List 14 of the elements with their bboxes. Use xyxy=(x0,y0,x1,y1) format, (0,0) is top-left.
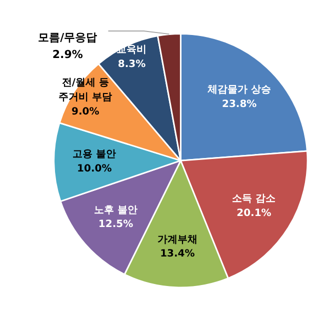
slice-label: 노후 불안 xyxy=(94,204,138,216)
slice-label: 체감물가 상승 xyxy=(206,84,272,96)
slice-label: 고용 불안 xyxy=(72,149,116,160)
slice-label: 모름/무응답 xyxy=(38,30,98,44)
data-label: 2.9% xyxy=(52,48,83,61)
data-label: 8.3% xyxy=(118,58,146,70)
data-label: 10.0% xyxy=(77,163,112,174)
slice-label: 가계부채 xyxy=(157,234,198,246)
data-label: 23.8% xyxy=(222,98,257,110)
data-label: 13.4% xyxy=(160,248,195,260)
data-label: 20.1% xyxy=(236,208,272,219)
slice-label: 소득 감소 xyxy=(232,194,276,205)
data-label: 12.5% xyxy=(98,219,134,230)
data-label: 9.0% xyxy=(72,106,100,118)
